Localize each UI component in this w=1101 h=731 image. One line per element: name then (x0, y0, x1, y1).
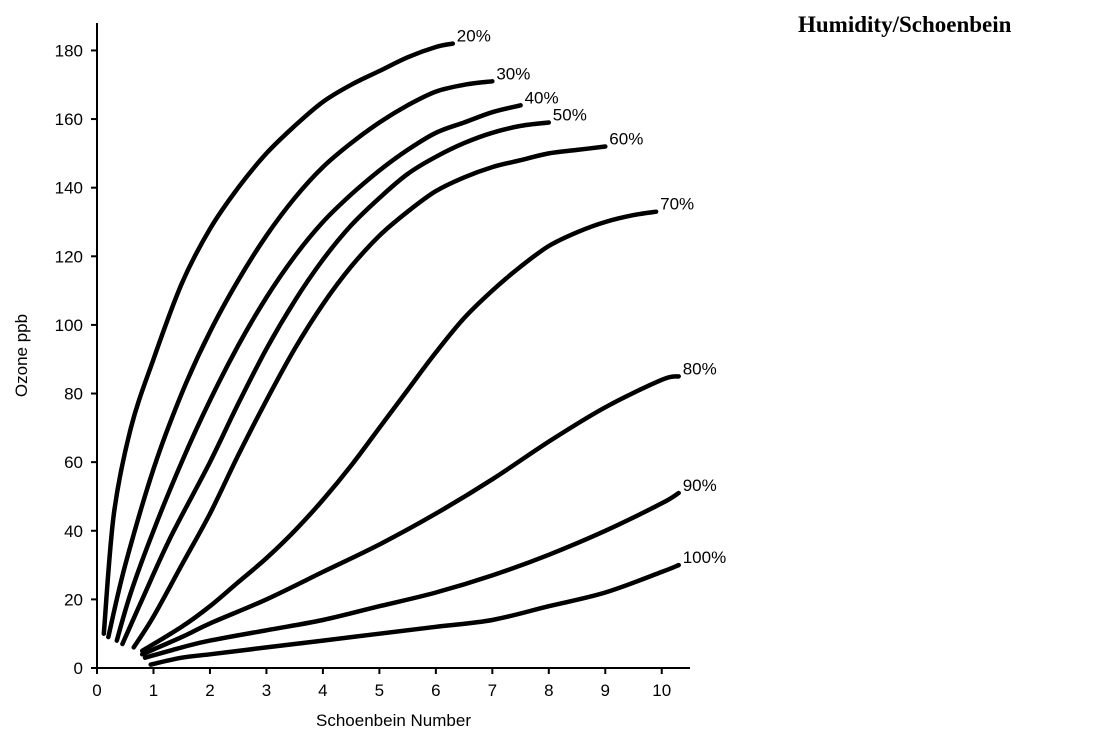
curve-70-percent (139, 209, 659, 654)
curve-label-70-percent: 70% (660, 195, 694, 214)
y-tick-label: 20 (64, 590, 83, 609)
y-tick-label: 180 (55, 41, 83, 60)
curve-40-percent (114, 103, 523, 643)
y-tick-label: 120 (55, 247, 83, 266)
x-tick-label: 6 (431, 681, 440, 700)
curve-80-percent (139, 374, 681, 657)
y-tick-label: 140 (55, 179, 83, 198)
x-tick-label: 5 (375, 681, 384, 700)
x-axis-label: Schoenbein Number (316, 711, 471, 730)
x-tick-label: 2 (205, 681, 214, 700)
y-tick-label: 80 (64, 385, 83, 404)
y-tick-label: 0 (74, 659, 83, 678)
side-title: Humidity/Schoenbein (798, 12, 1012, 37)
x-tick-label: 7 (488, 681, 497, 700)
curves (101, 41, 681, 667)
x-tick-label: 9 (601, 681, 610, 700)
curve-label-90-percent: 90% (683, 476, 717, 495)
curve-label-50-percent: 50% (553, 105, 587, 124)
y-tick-label: 160 (55, 110, 83, 129)
x-tick-label: 0 (92, 681, 101, 700)
curve-label-20-percent: 20% (457, 27, 491, 46)
curve-20-percent (101, 41, 456, 636)
curve-labels: 20% 30% 40%50% 60% 70% 80% 90% 100% (457, 27, 726, 567)
curve-30-percent (106, 79, 495, 640)
curve-label-30-percent: 30% (496, 64, 530, 83)
curve-60-percent (131, 144, 608, 650)
curve-label-60-percent: 60% (609, 130, 643, 149)
curve-50-percent (120, 120, 552, 647)
x-tick-label: 4 (318, 681, 327, 700)
curve-label-100-percent: 100% (683, 548, 726, 567)
y-axis-label: Ozone ppb (12, 314, 31, 397)
x-tick-label: 3 (262, 681, 271, 700)
x-tick-label: 1 (149, 681, 158, 700)
curve-90-percent (142, 490, 681, 660)
x-tick-label: 8 (544, 681, 553, 700)
curve-label-40-percent: 40% (525, 88, 559, 107)
y-tick-label: 40 (64, 522, 83, 541)
axes: 0 20 40 60 80 100 120 140 160 180 0 1 2 3 4 5 6 7 8 9 10 (55, 23, 690, 700)
y-tick-label: 60 (64, 453, 83, 472)
y-tick-label: 100 (55, 316, 83, 335)
x-tick-label: 10 (652, 681, 671, 700)
curve-100-percent (148, 562, 681, 667)
curve-label-80-percent: 80% (683, 359, 717, 378)
